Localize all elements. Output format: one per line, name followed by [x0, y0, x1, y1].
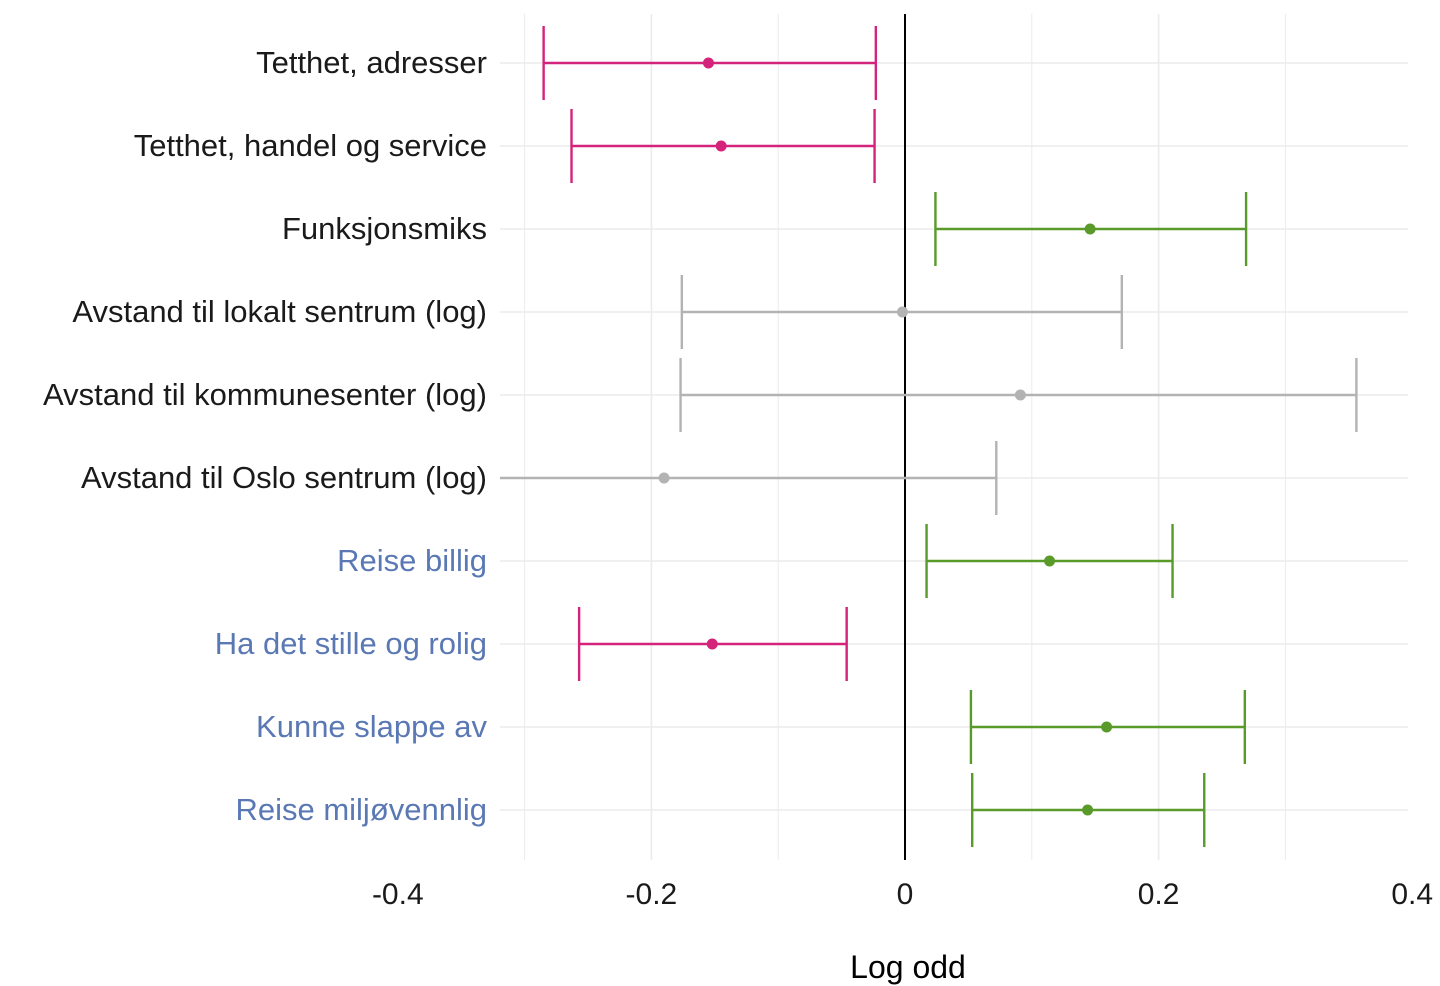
y-axis-labels: Tetthet, adresser Tetthet, handel og serv…: [43, 45, 487, 827]
x-tick-label: 0.4: [1391, 878, 1433, 911]
ci-row: [542, 26, 878, 100]
ci-row: [679, 358, 1358, 432]
grid-lines: [500, 14, 1408, 860]
y-axis-label: Kunne slappe av: [256, 709, 487, 744]
point-estimate: [658, 472, 670, 484]
ci-row: [971, 773, 1206, 847]
y-axis-label: Funksjonsmiks: [282, 211, 487, 246]
point-estimate: [896, 306, 908, 318]
y-axis-label: Avstand til kommunesenter (log): [43, 377, 487, 412]
x-tick-label: -0.4: [372, 878, 424, 911]
ci-row: [934, 192, 1248, 266]
x-tick-label: 0: [897, 878, 914, 911]
y-axis-label: Tetthet, adresser: [256, 45, 487, 80]
y-axis-label: Ha det stille og rolig: [215, 626, 487, 661]
ci-rows: [500, 26, 1358, 847]
ci-row: [969, 690, 1247, 764]
y-axis-label: Avstand til Oslo sentrum (log): [81, 460, 487, 495]
point-estimate: [1082, 804, 1094, 816]
x-axis-ticks: -0.4 -0.2 0 0.2 0.4: [372, 878, 1433, 911]
x-axis-title: Log odd: [850, 949, 966, 985]
point-estimate: [702, 57, 714, 69]
point-estimate: [715, 140, 727, 152]
ci-row: [500, 441, 998, 515]
ci-row: [577, 607, 848, 681]
point-estimate: [1014, 389, 1026, 401]
y-axis-label: Reise billig: [337, 543, 487, 578]
y-axis-label: Avstand til lokalt sentrum (log): [72, 294, 487, 329]
ci-row: [570, 109, 876, 183]
point-estimate: [1044, 555, 1056, 567]
point-estimate: [1101, 721, 1113, 733]
ci-row: [925, 524, 1174, 598]
point-estimate: [1084, 223, 1096, 235]
x-tick-label: -0.2: [626, 878, 678, 911]
y-axis-label: Reise miljøvennlig: [235, 792, 487, 827]
x-tick-label: 0.2: [1138, 878, 1180, 911]
ci-row: [680, 275, 1124, 349]
point-estimate: [706, 638, 718, 650]
y-axis-label: Tetthet, handel og service: [134, 128, 487, 163]
